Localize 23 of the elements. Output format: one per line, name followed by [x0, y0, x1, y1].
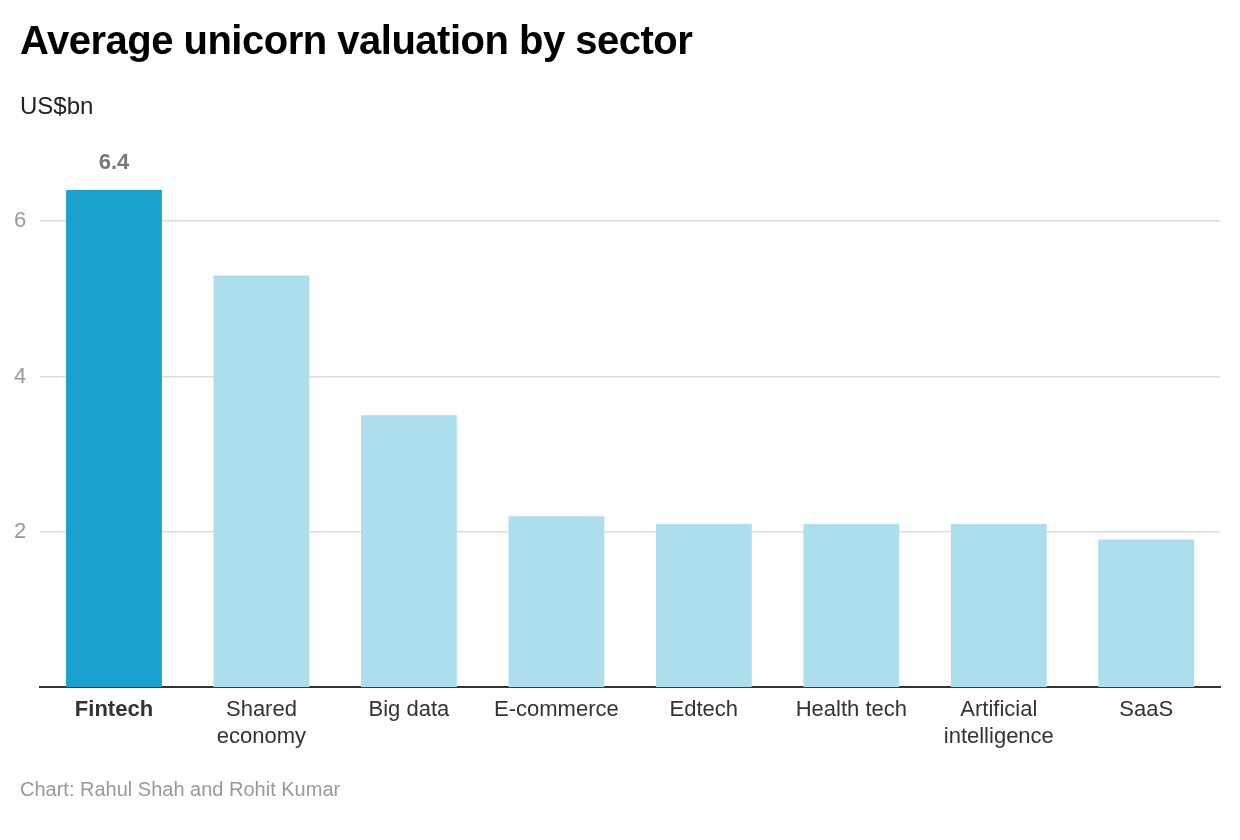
- x-tick-label: Edtech: [669, 696, 739, 722]
- x-tick-label: Big data: [368, 696, 451, 722]
- bar: [66, 190, 162, 688]
- text: Chart: Rahul Shah and Rohit Kumar: [20, 778, 341, 801]
- y-tick-label: 4: [13, 362, 27, 388]
- x-tick-label: Fintech: [74, 696, 154, 722]
- x-tick-label: Shared economy: [216, 696, 307, 748]
- x-tick-label: Health tech: [795, 696, 907, 722]
- x-tick-label: SaaS: [1119, 696, 1174, 722]
- chart-title: Average unicorn valuation by sector: [20, 18, 693, 63]
- bar: [655, 524, 752, 688]
- bar: [803, 524, 900, 688]
- bar: [1098, 539, 1195, 688]
- y-axis-title: US$bn: [20, 92, 94, 120]
- bar: [508, 516, 605, 688]
- y-tick-label: 2: [13, 517, 27, 543]
- bar: [360, 415, 457, 688]
- x-tick-label: Artificial intelligence: [943, 696, 1054, 748]
- x-tick-label: E-commerce: [494, 696, 619, 722]
- data-label: 6.4: [98, 149, 131, 175]
- bar: [213, 275, 310, 688]
- bar: [950, 524, 1047, 688]
- y-tick-label: 6: [13, 207, 27, 233]
